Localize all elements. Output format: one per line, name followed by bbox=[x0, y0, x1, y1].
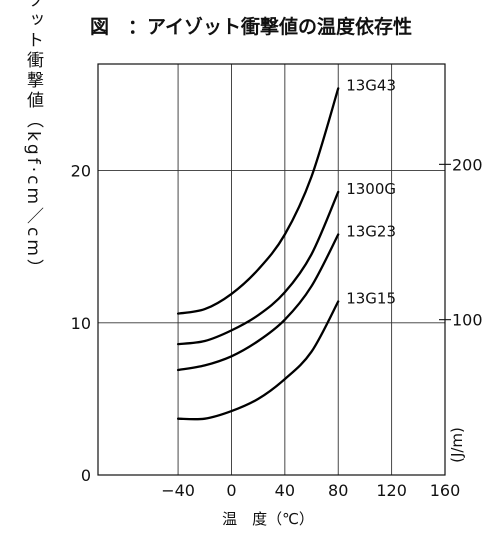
series-label: 13G43 bbox=[346, 76, 396, 94]
plot-frame bbox=[97, 63, 446, 476]
x-tick-label: 40 bbox=[275, 481, 295, 500]
x-tick-label: 0 bbox=[226, 481, 236, 500]
y-axis-label: アイゾット衝撃値（kgf·cm／cm） bbox=[23, 0, 44, 279]
x-axis-label: 温 度（℃） bbox=[222, 510, 314, 528]
series-label: 13G15 bbox=[346, 289, 396, 307]
series-curves bbox=[176, 87, 340, 421]
y-tick-label: 10 bbox=[71, 314, 91, 333]
grid-lines bbox=[98, 64, 445, 475]
y2-tick-label: 100 bbox=[452, 311, 483, 330]
axis-ticks: −40 0 40 80 120 160 0 10 20 100 200 bbox=[71, 155, 483, 500]
series-label: 1300G bbox=[346, 180, 396, 198]
x-tick-label: 120 bbox=[376, 481, 407, 500]
series-line-13g15 bbox=[176, 300, 340, 421]
y-tick-label: 0 bbox=[81, 466, 91, 485]
y2-tick-label: 200 bbox=[452, 155, 483, 174]
y2-axis-label: (J/m) bbox=[448, 427, 466, 463]
x-tick-label: 80 bbox=[328, 481, 348, 500]
x-tick-label: −40 bbox=[161, 481, 195, 500]
series-line-13g23 bbox=[176, 233, 340, 372]
x-tick-label: 160 bbox=[430, 481, 461, 500]
series-labels: 13G43 1300G 13G23 13G15 bbox=[346, 76, 396, 307]
y-tick-label: 20 bbox=[71, 162, 91, 181]
series-line-13g43 bbox=[176, 87, 340, 315]
series-label: 13G23 bbox=[346, 222, 396, 240]
series-line-1300g bbox=[176, 190, 340, 346]
chart-title: 図 ：アイゾット衝撃値の温度依存性 bbox=[90, 15, 412, 38]
